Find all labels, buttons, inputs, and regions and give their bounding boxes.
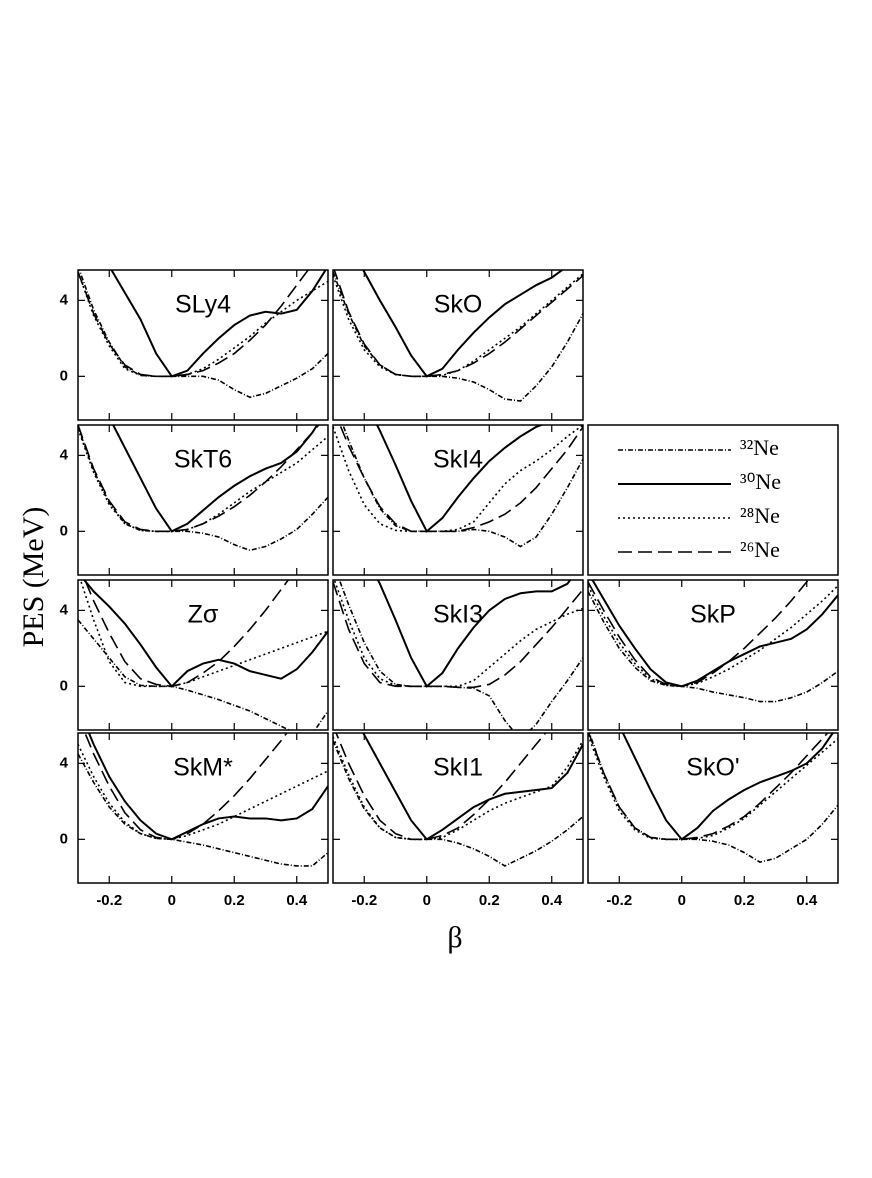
x-tick-label: 0 — [678, 892, 686, 909]
x-tick-label: -0.2 — [606, 892, 632, 909]
series-line — [333, 425, 583, 533]
series-line — [82, 580, 328, 688]
panel-frame — [332, 579, 584, 731]
series-line — [87, 733, 328, 841]
x-tick-label: 0.4 — [541, 892, 563, 909]
panel-frame — [332, 269, 584, 421]
y-tick-label: 4 — [60, 754, 69, 771]
series-line — [333, 273, 583, 378]
series-line — [110, 270, 327, 378]
panel-frame — [77, 732, 329, 884]
x-tick-label: 0.4 — [796, 892, 818, 909]
panel-title: SkI4 — [433, 446, 483, 474]
series-line — [84, 580, 290, 688]
panel-title: SkO — [434, 291, 483, 319]
series-line — [78, 426, 328, 552]
series-line — [79, 580, 328, 688]
series-line — [84, 733, 288, 841]
series-line — [78, 753, 328, 867]
x-tick-label: 0 — [168, 892, 176, 909]
series-line — [78, 428, 328, 533]
series-line — [333, 740, 583, 867]
series-line — [333, 736, 583, 841]
y-tick-label: 4 — [60, 601, 69, 618]
y-tick-label: 0 — [60, 677, 68, 694]
series-line — [78, 425, 320, 533]
series-line — [112, 425, 319, 533]
panel-frame — [587, 579, 839, 731]
panel-title: SkI3 — [433, 601, 483, 629]
legend-label: ²⁸Ne — [740, 503, 780, 528]
y-axis-label: PES (MeV) — [17, 507, 50, 648]
series-line — [591, 580, 838, 688]
legend-label: ³²Ne — [740, 435, 779, 460]
panel-frame — [587, 732, 839, 884]
y-tick-label: 4 — [60, 446, 69, 463]
series-line — [621, 733, 835, 841]
series-line — [376, 425, 545, 533]
panel-title: Zσ — [188, 601, 219, 629]
series-line — [588, 733, 838, 863]
panel-title: SkI1 — [433, 754, 483, 782]
series-line — [335, 733, 547, 841]
y-tick-label: 0 — [60, 522, 68, 539]
panel-title: SkP — [690, 601, 736, 629]
panel-title: SkM* — [173, 754, 233, 782]
series-line — [338, 580, 583, 730]
panel-title: SLy4 — [175, 291, 231, 319]
y-tick-label: 0 — [60, 830, 68, 847]
series-line — [78, 271, 328, 378]
x-tick-label: 0.2 — [479, 892, 500, 909]
x-tick-label: -0.2 — [351, 892, 377, 909]
y-tick-label: 0 — [60, 367, 68, 384]
legend-label: ²⁶Ne — [740, 537, 780, 562]
series-line — [78, 270, 310, 378]
x-tick-label: 0.4 — [286, 892, 308, 909]
series-line — [362, 270, 564, 378]
series-line — [588, 733, 829, 841]
series-line — [588, 580, 810, 688]
panel-title: SkT6 — [174, 446, 232, 474]
y-tick-label: 4 — [60, 291, 69, 308]
series-line — [333, 580, 583, 688]
series-line — [376, 580, 572, 688]
panel-frame — [332, 732, 584, 884]
series-line — [362, 733, 583, 841]
legend-frame — [587, 424, 839, 576]
series-line — [588, 734, 838, 841]
series-line — [333, 271, 583, 402]
series-line — [78, 744, 328, 841]
series-line — [333, 270, 583, 378]
panel-frame — [77, 579, 329, 731]
panel-frame — [77, 269, 329, 421]
x-tick-label: 0 — [423, 892, 431, 909]
x-tick-label: -0.2 — [96, 892, 122, 909]
x-axis-label: β — [447, 921, 462, 954]
x-tick-label: 0.2 — [224, 892, 245, 909]
series-line — [588, 591, 838, 703]
series-line — [342, 425, 583, 548]
x-tick-label: 0.2 — [734, 892, 755, 909]
panel-title: SkO' — [686, 754, 739, 782]
legend-label: ³⁰Ne — [740, 469, 781, 494]
series-line — [333, 581, 583, 689]
series-line — [78, 270, 328, 399]
panel-frame — [77, 424, 329, 576]
panel-frame — [332, 424, 584, 576]
